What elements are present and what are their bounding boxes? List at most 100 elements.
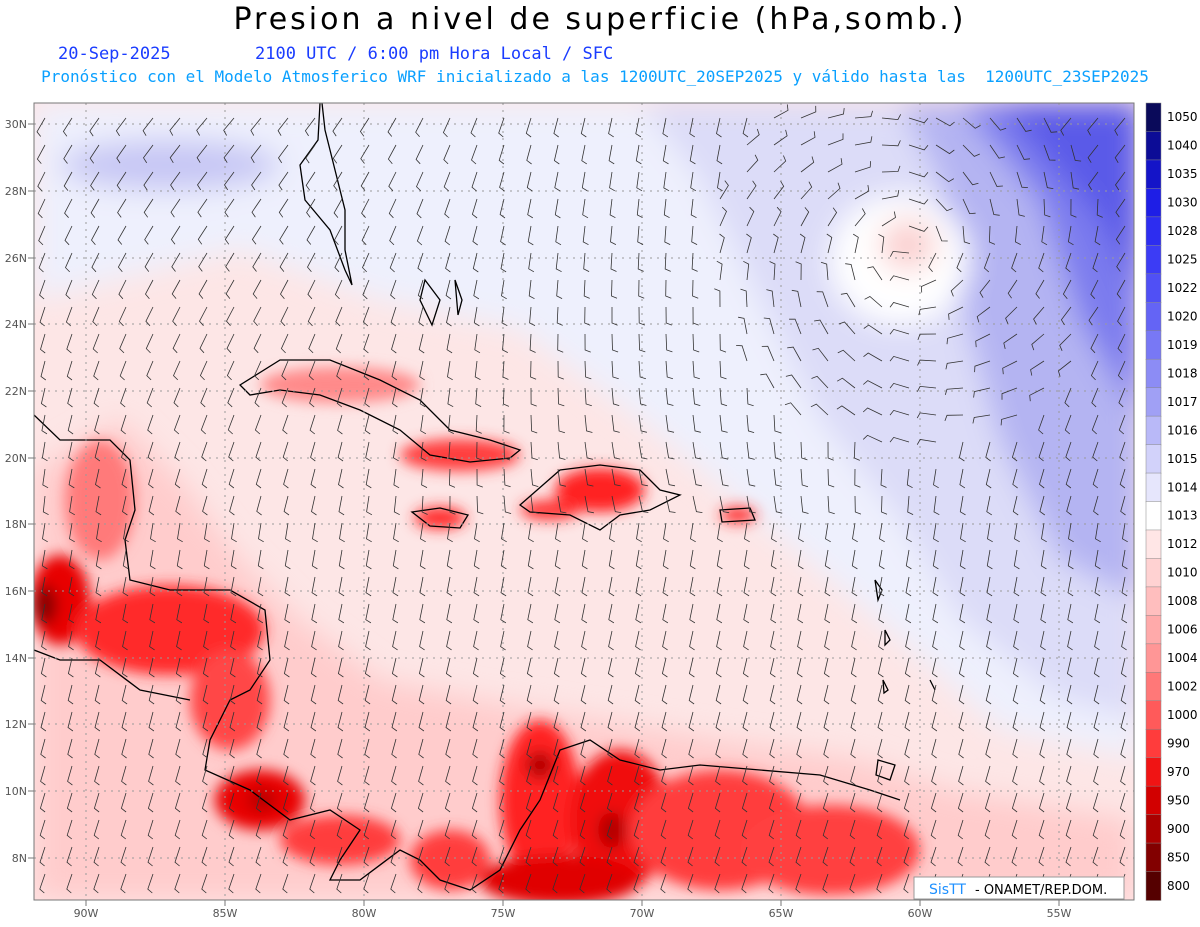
wind-barb bbox=[281, 360, 289, 381]
wind-barb bbox=[660, 792, 667, 813]
wind-barb bbox=[62, 117, 73, 137]
wind-barb bbox=[365, 603, 372, 624]
wind-barb bbox=[962, 144, 980, 157]
wind-barb bbox=[251, 225, 262, 245]
wind-barb bbox=[311, 603, 318, 624]
wind-barb bbox=[687, 792, 694, 813]
wind-barb bbox=[256, 711, 263, 732]
colorbar-swatch bbox=[1145, 529, 1162, 560]
wind-barb bbox=[638, 279, 645, 299]
wind-barb bbox=[983, 252, 991, 273]
wind-barb bbox=[665, 468, 676, 487]
wind-barb bbox=[1088, 171, 1099, 191]
colorbar-label: 970 bbox=[1167, 765, 1190, 779]
wind-barb bbox=[120, 792, 127, 813]
wind-barb bbox=[253, 333, 262, 354]
wind-barb bbox=[692, 333, 700, 353]
lon-label: 80W bbox=[352, 907, 377, 920]
wind-barb bbox=[197, 225, 208, 245]
wind-barb bbox=[527, 225, 534, 246]
wind-barb bbox=[310, 657, 317, 678]
wind-barb bbox=[606, 846, 613, 867]
wind-barb bbox=[661, 765, 667, 786]
wind-barb bbox=[499, 711, 506, 732]
wind-barb bbox=[448, 468, 456, 488]
colorbar-swatch bbox=[1145, 728, 1162, 759]
wind-barb bbox=[905, 576, 912, 597]
wind-barb bbox=[785, 374, 802, 389]
wind-barb bbox=[279, 252, 289, 272]
wind-barb bbox=[660, 873, 667, 894]
wind-barb bbox=[445, 279, 452, 300]
wind-barb bbox=[935, 144, 955, 155]
wind-barb bbox=[391, 333, 397, 354]
wind-barb bbox=[959, 549, 966, 570]
wind-barb bbox=[985, 657, 992, 678]
colorbar-label: 1015 bbox=[1167, 452, 1198, 466]
wind-barb bbox=[223, 117, 235, 136]
wind-barb bbox=[40, 684, 47, 705]
wind-barb bbox=[714, 792, 721, 813]
wind-barb bbox=[335, 306, 343, 327]
wind-barb bbox=[203, 630, 209, 651]
wind-barb bbox=[41, 603, 48, 624]
wind-barb bbox=[1066, 738, 1072, 759]
wind-barb bbox=[473, 630, 479, 651]
wind-barb bbox=[1065, 846, 1072, 867]
wind-barb bbox=[946, 333, 964, 345]
lon-label: 70W bbox=[630, 907, 655, 920]
wind-barb bbox=[255, 468, 262, 489]
colorbar-label: 1008 bbox=[1167, 594, 1198, 608]
wind-barb bbox=[224, 225, 235, 245]
wind-barb bbox=[255, 846, 262, 867]
wind-barb bbox=[122, 576, 129, 597]
wind-barb bbox=[503, 468, 511, 488]
wind-barb bbox=[147, 441, 154, 462]
wind-barb bbox=[784, 402, 802, 416]
wind-barb bbox=[665, 414, 675, 433]
wind-barb bbox=[473, 279, 480, 300]
wind-barb bbox=[1120, 684, 1127, 705]
wind-barb bbox=[557, 441, 566, 460]
wind-barb bbox=[305, 144, 316, 164]
wind-barb bbox=[584, 468, 594, 487]
wind-barb bbox=[473, 549, 480, 570]
wind-barb bbox=[359, 117, 370, 137]
wind-barb bbox=[800, 495, 809, 514]
wind-barb bbox=[827, 207, 838, 227]
wind-barb bbox=[362, 279, 370, 300]
wind-barb bbox=[688, 684, 695, 705]
wind-barb bbox=[816, 291, 829, 308]
lat-label: 22N bbox=[5, 385, 27, 398]
wind-barb bbox=[226, 360, 235, 381]
wind-barb bbox=[950, 279, 964, 297]
wind-barb bbox=[690, 171, 697, 192]
wind-barb bbox=[332, 117, 343, 137]
wind-barb bbox=[473, 603, 480, 624]
wind-barb bbox=[255, 441, 262, 462]
wind-barb bbox=[69, 495, 75, 516]
wind-barb bbox=[117, 198, 127, 218]
wind-barb bbox=[472, 657, 479, 678]
wind-barb bbox=[418, 684, 425, 705]
wind-barb bbox=[285, 522, 291, 543]
map-frame bbox=[33, 102, 1135, 901]
wind-barb bbox=[445, 252, 451, 273]
wind-barb bbox=[689, 576, 696, 597]
wind-barb bbox=[962, 117, 981, 129]
wind-barb bbox=[503, 495, 512, 514]
wind-barb bbox=[525, 117, 532, 138]
wind-barb bbox=[877, 711, 884, 732]
wind-barb bbox=[498, 819, 505, 840]
wind-barb bbox=[311, 495, 317, 516]
wind-barb bbox=[1094, 225, 1101, 246]
wind-barb bbox=[306, 198, 316, 218]
wind-barb bbox=[1067, 603, 1074, 624]
wind-barb bbox=[119, 333, 127, 354]
wind-barb bbox=[903, 873, 910, 894]
wind-barb bbox=[634, 684, 641, 705]
wind-barb bbox=[665, 306, 672, 326]
wind-barb bbox=[800, 131, 816, 146]
wind-barb bbox=[281, 387, 289, 408]
wind-barb bbox=[607, 684, 614, 705]
